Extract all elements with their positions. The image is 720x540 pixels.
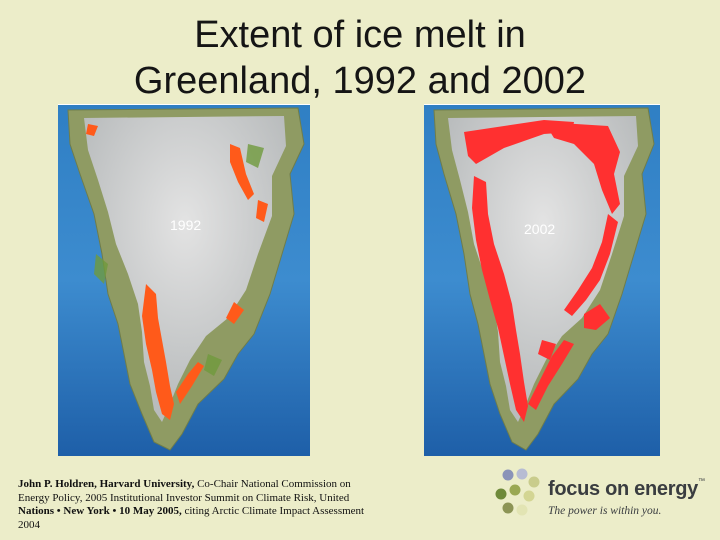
ice-sheet-1992: [84, 116, 286, 422]
melt-area-1992: [86, 124, 268, 420]
citation-author: John P. Holdren, Harvard University,: [18, 478, 195, 490]
map-1992-image: 1992: [58, 104, 310, 456]
ice-sheet-2002: [448, 116, 638, 422]
citation-text: John P. Holdren, Harvard University, Co-…: [18, 478, 438, 532]
melt-area-2002: [464, 120, 620, 422]
logo-dots-icon: [495, 468, 540, 516]
greenland-map-1992: 1992: [58, 104, 310, 456]
logo-name: focus on energy™: [548, 478, 705, 501]
year-label-1992: 1992: [170, 217, 201, 233]
title-line-2: Greenland, 1992 and 2002: [133, 60, 587, 102]
logo-trademark: ™: [697, 478, 705, 485]
logo-tagline: The power is within you.: [548, 505, 662, 517]
slide-title: Extent of ice melt in Greenland, 1992 an…: [0, 12, 720, 104]
map-2002-image: 2002: [424, 104, 660, 456]
citation-role: Co-Chair National Commission on: [194, 478, 351, 490]
logo-name-text: focus on energy: [548, 478, 698, 500]
year-label-2002: 2002: [524, 221, 555, 237]
title-line-1: Extent of ice melt in: [194, 14, 526, 56]
citation-year: 2004: [18, 518, 40, 531]
citation-location-date: Nations • New York • 10 May 2005,: [18, 505, 182, 517]
citation-source: citing Arctic Climate Impact Assessment: [181, 505, 365, 517]
citation-event: Energy Policy, 2005 Institutional Invest…: [18, 491, 350, 504]
focus-on-energy-logo: focus on energy™ The power is within you…: [492, 468, 712, 528]
greenland-map-2002: 2002: [424, 104, 660, 456]
